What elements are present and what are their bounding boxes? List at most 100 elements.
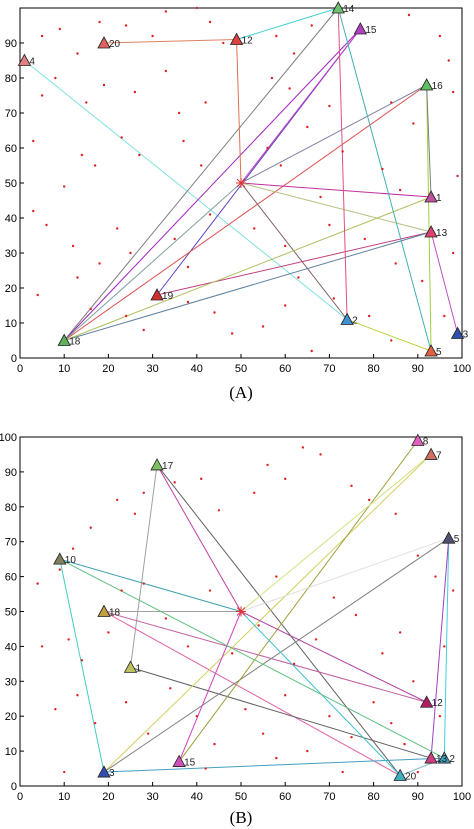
node-label: 18 <box>109 608 121 619</box>
chart-panel-b: 87 17 5 10 18 1 12 15 3 20 213 0 10 20 30 40 50 60 70 80 90… <box>0 432 471 827</box>
scatter-point <box>354 613 358 617</box>
scatter-point <box>151 34 154 38</box>
scatter-point <box>292 662 296 666</box>
scatter-points-b <box>36 446 455 774</box>
edge-line <box>63 84 427 341</box>
x-tick-label: 50 <box>235 363 247 375</box>
scatter-point <box>451 251 455 255</box>
scatter-point <box>204 101 207 104</box>
edge-line <box>240 84 427 184</box>
x-tick-label: 80 <box>367 791 379 803</box>
y-tick-label: 60 <box>5 143 17 155</box>
scatter-point <box>200 164 203 167</box>
edge-line <box>59 558 242 612</box>
scatter-point <box>434 575 437 578</box>
edge-line <box>103 454 432 773</box>
scatter-point <box>306 749 309 753</box>
center-star-marker <box>236 606 246 617</box>
scatter-point <box>438 715 442 718</box>
scatter-point <box>332 297 336 300</box>
y-tick-label: 60 <box>5 572 17 584</box>
scatter-point <box>421 279 424 283</box>
y-tick-label: 20 <box>5 711 17 723</box>
edge-line <box>63 7 339 341</box>
node-label: 15 <box>365 25 377 36</box>
x-tick-label: 30 <box>146 363 158 375</box>
node-label: 1 <box>136 663 142 674</box>
panel-label-b: (B) <box>230 808 253 827</box>
x-tick-label: 20 <box>102 363 114 375</box>
node-triangle <box>442 531 456 544</box>
scatter-point <box>438 34 442 38</box>
scatter-point <box>319 195 322 199</box>
y-tick-label: 50 <box>5 178 17 190</box>
y-tick-label: 40 <box>5 641 17 653</box>
scatter-point <box>186 265 190 269</box>
scatter-point <box>412 680 415 683</box>
y-tick-label: 30 <box>5 248 17 260</box>
node-label: 14 <box>343 4 355 15</box>
scatter-point <box>213 742 216 746</box>
node-triangle <box>150 458 164 471</box>
edge-line <box>156 464 401 776</box>
edge-line <box>240 537 449 612</box>
scatter-point <box>80 659 84 662</box>
scatter-point <box>350 735 353 739</box>
x-tick-label: 80 <box>367 363 379 375</box>
y-tick-label: 80 <box>5 502 17 514</box>
scatter-point <box>204 767 207 770</box>
scatter-point <box>54 708 57 711</box>
scatter-point <box>58 568 61 571</box>
edge-line <box>156 231 432 296</box>
scatter-point <box>253 491 256 495</box>
node-label: 20 <box>405 772 417 783</box>
edge-line <box>59 558 445 759</box>
node-triangle <box>424 225 438 238</box>
node-label: 10 <box>65 555 77 566</box>
scatter-point <box>76 276 79 279</box>
scatter-point <box>124 24 128 27</box>
scatter-point <box>116 498 119 502</box>
x-tick-label: 100 <box>453 791 471 803</box>
edge-line <box>430 538 450 759</box>
scatter-point <box>381 167 384 171</box>
node-triangle <box>411 433 425 446</box>
scatter-point <box>32 209 35 213</box>
y-tick-label: 10 <box>5 746 17 758</box>
node-triangle <box>393 768 407 781</box>
edge-line <box>63 28 361 341</box>
scatter-point <box>292 52 296 55</box>
edge-line <box>178 611 242 762</box>
node-label: 2 <box>352 316 358 327</box>
scatter-point <box>120 589 123 592</box>
scatter-point <box>138 153 141 157</box>
edge-line <box>443 538 450 759</box>
x-tick-label: 90 <box>412 363 424 375</box>
edge-line <box>64 231 432 341</box>
edge-line <box>103 537 450 773</box>
scatter-point <box>54 76 57 80</box>
scatter-point <box>253 227 256 230</box>
y-tick-label: 30 <box>5 676 17 688</box>
x-tick-label: 40 <box>191 791 203 803</box>
scatter-point <box>208 589 212 592</box>
node-triangle <box>229 32 244 45</box>
y-tick-label: 80 <box>5 73 17 85</box>
scatter-point <box>93 164 97 167</box>
scatter-point <box>297 276 300 279</box>
scatter-point <box>133 512 137 515</box>
scatter-point <box>261 325 265 328</box>
scatter-point <box>407 13 411 17</box>
edge-line <box>399 757 445 776</box>
x-tick-label: 10 <box>58 363 70 375</box>
scatter-point <box>266 146 269 150</box>
x-tick-label: 70 <box>323 791 335 803</box>
scatter-point <box>275 575 278 578</box>
node-label: 19 <box>162 291 174 302</box>
node-triangle <box>424 344 438 357</box>
scatter-point <box>394 262 397 265</box>
node-label: 5 <box>454 534 460 545</box>
scatter-point <box>390 721 393 725</box>
scatter-point <box>62 185 66 188</box>
